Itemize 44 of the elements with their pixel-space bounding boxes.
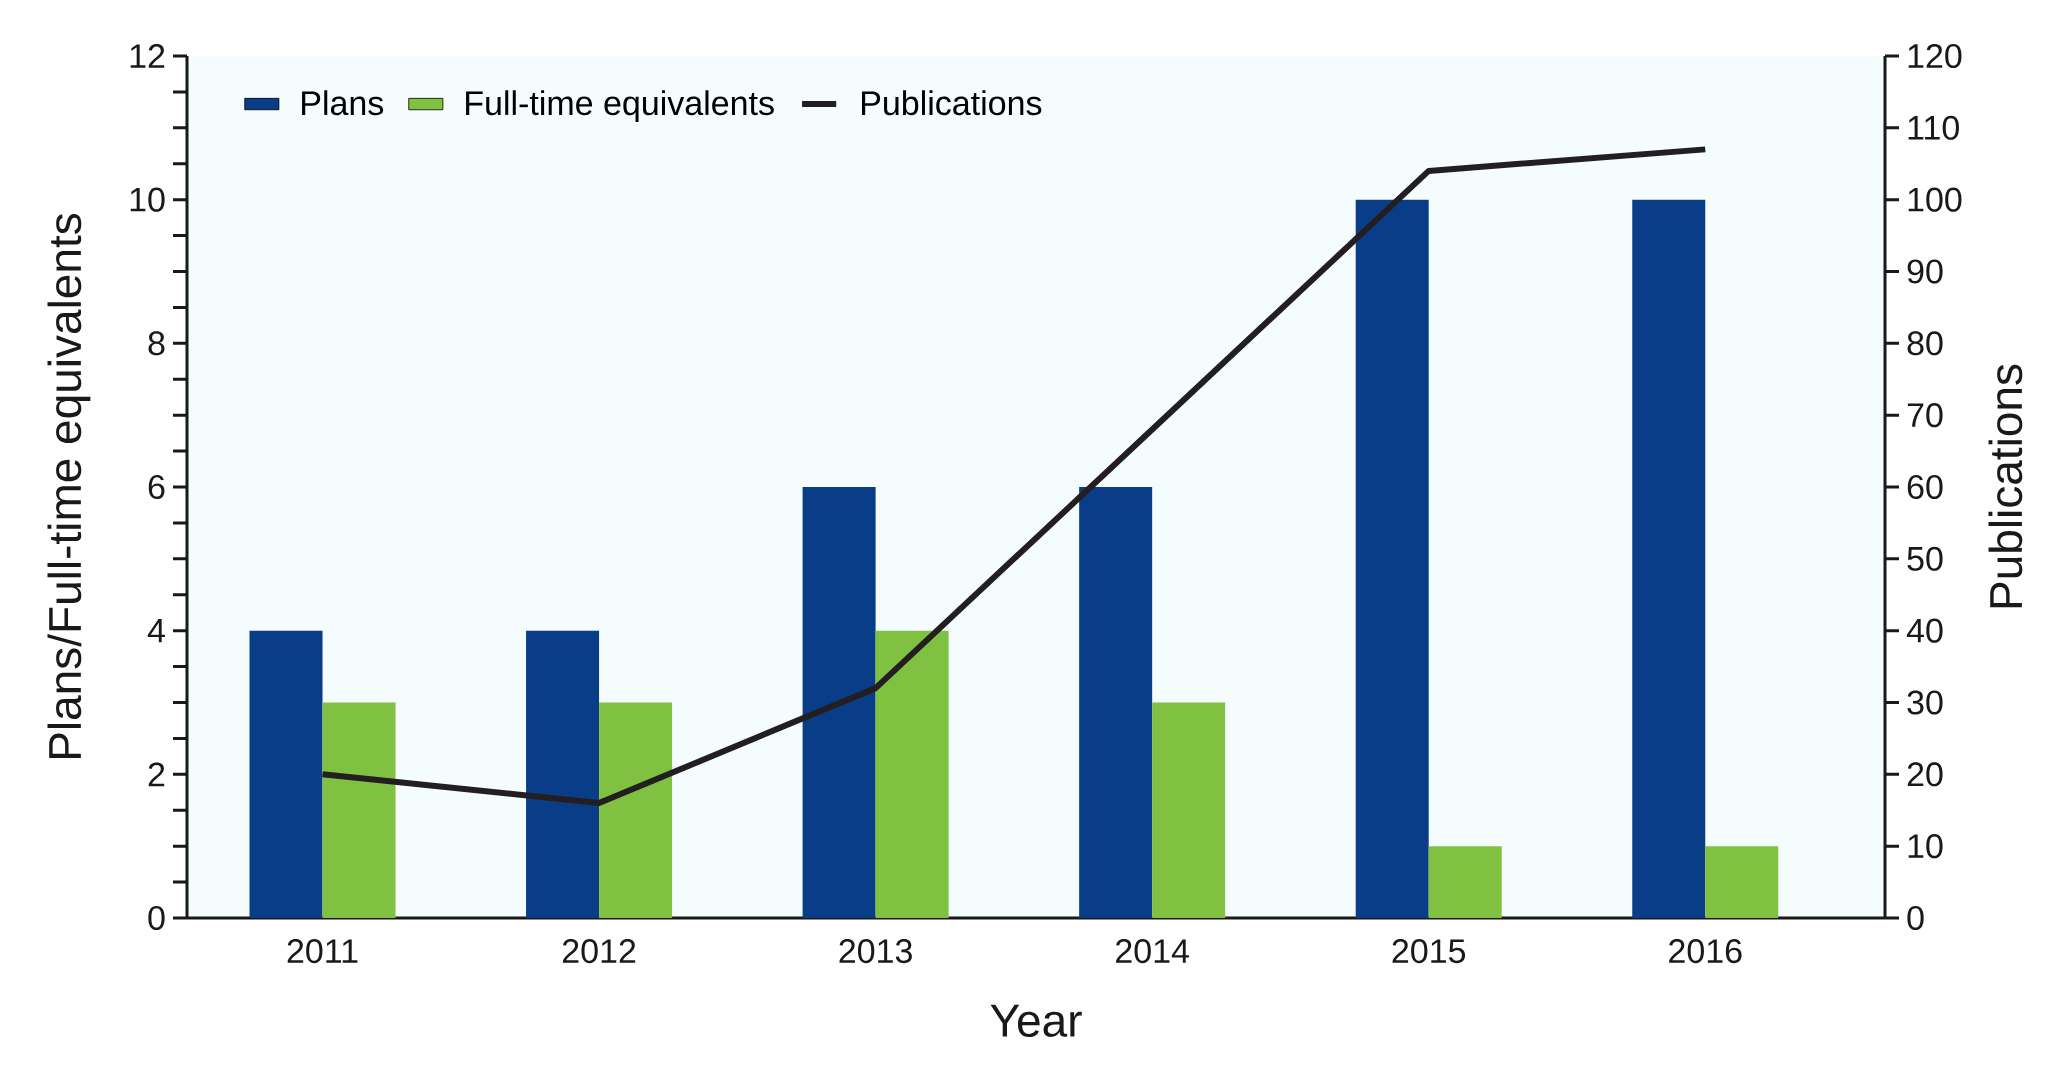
y2-tick-label: 70 [1907, 403, 1943, 428]
bar [1152, 702, 1226, 918]
legend-label: Publications [862, 90, 1042, 116]
bar [875, 630, 949, 918]
y-tick-label: 4 [147, 618, 165, 643]
y-tick-label: 6 [148, 474, 165, 500]
y2-axis-title: Publications [1988, 364, 2023, 608]
bar [526, 630, 600, 918]
y-tick-label: 10 [130, 187, 165, 212]
y-tick-label: 2 [148, 762, 165, 787]
y2-tick-label: 90 [1907, 259, 1943, 284]
legend-label: Full-time equivalents [466, 90, 774, 122]
x-tick-label: 2016 [1669, 939, 1742, 964]
y-axis-title: Plans/Full-time equivalents [47, 213, 91, 759]
x-tick-label: 2011 [287, 939, 358, 964]
y2-tick-label: 80 [1907, 331, 1943, 356]
y2-tick-label: 120 [1908, 43, 1962, 69]
bar [599, 702, 673, 918]
y2-tick-label: 30 [1907, 690, 1943, 715]
bar [1632, 199, 1706, 918]
legend-label: Plans [302, 90, 384, 116]
bar [1705, 846, 1779, 918]
y-tick-label: 0 [148, 905, 165, 931]
y2-tick-label: 20 [1907, 762, 1943, 787]
x-tick-label: 2014 [1116, 939, 1189, 964]
y2-tick-label: 0 [1907, 905, 1924, 931]
bar [1428, 846, 1502, 918]
y-tick-label: 12 [130, 44, 165, 68]
bar [1079, 486, 1153, 918]
x-tick-label: 2013 [839, 939, 912, 964]
y2-tick-label: 40 [1906, 618, 1943, 643]
y-tick-label: 8 [148, 331, 165, 356]
y2-tick-label: 10 [1908, 834, 1943, 859]
x-tick-label: 2015 [1392, 939, 1466, 964]
bar [1355, 199, 1429, 918]
bar [322, 702, 396, 918]
y2-tick-label: 50 [1907, 546, 1943, 571]
bar [249, 630, 323, 918]
y2-tick-label: 110 [1908, 115, 1959, 140]
y2-tick-label: 60 [1907, 474, 1943, 500]
x-axis-title: Year [990, 1004, 1082, 1037]
bar [802, 486, 876, 918]
x-tick-label: 2012 [562, 939, 636, 964]
y2-tick-label: 100 [1908, 187, 1962, 212]
